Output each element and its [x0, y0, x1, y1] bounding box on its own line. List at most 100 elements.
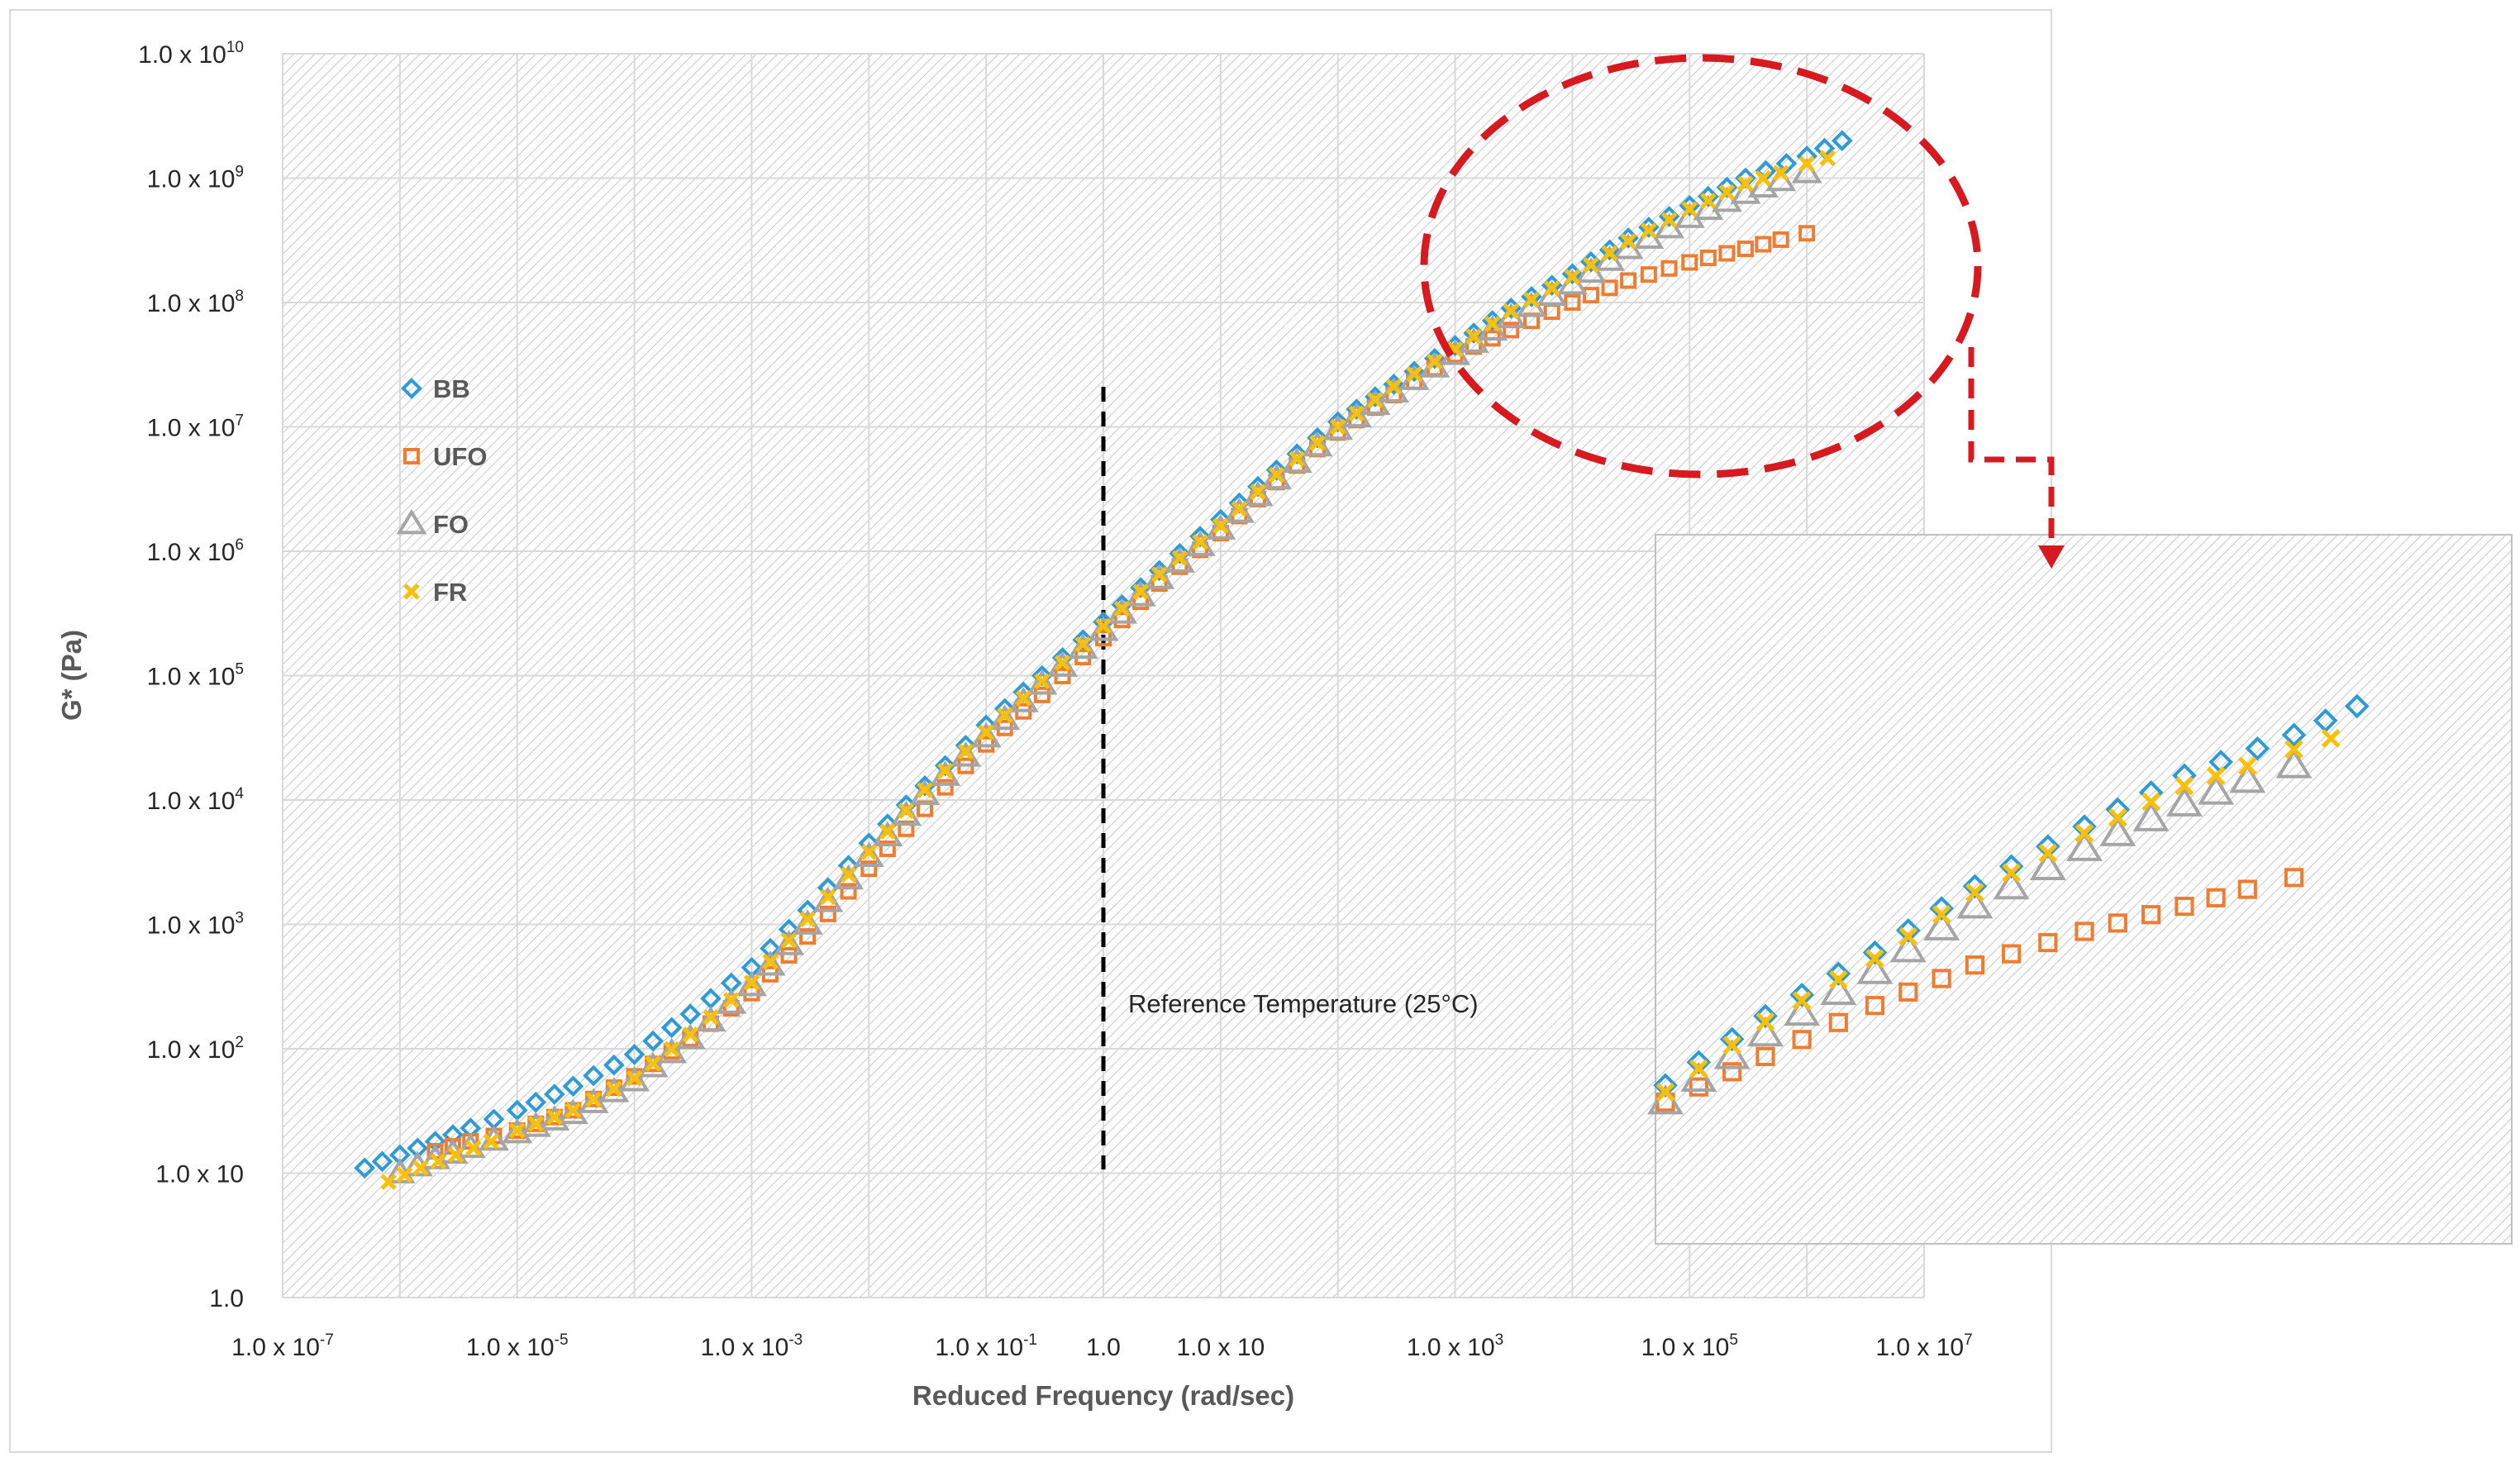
- legend-item-fo: FO: [396, 508, 469, 539]
- data-point: [371, 1150, 393, 1173]
- data-point: [1582, 287, 1599, 304]
- legend-item-bb: BB: [401, 374, 470, 403]
- data-point: [989, 704, 1021, 731]
- data-point: [2237, 756, 2257, 776]
- data-point: [1965, 883, 1984, 902]
- legend-label: UFO: [433, 442, 487, 471]
- data-point: [2141, 905, 2161, 925]
- data-point: [1716, 176, 1738, 198]
- data-point: [403, 448, 420, 464]
- data-point: [2344, 693, 2370, 719]
- data-point: [1113, 601, 1131, 617]
- data-point: [1601, 279, 1618, 297]
- data-point: [1699, 250, 1717, 267]
- data-point: [1329, 418, 1346, 436]
- data-point: [1171, 550, 1189, 567]
- data-point: [762, 953, 779, 970]
- data-point: [996, 707, 1013, 724]
- data-point: [1737, 175, 1754, 193]
- data-point: [1564, 269, 1581, 286]
- data-point: [819, 905, 836, 922]
- data-point: [1895, 917, 1921, 943]
- zoom-inset: [1655, 534, 2513, 1245]
- tick-label: 1.0 x 10-3: [701, 1331, 803, 1361]
- legend-item-fr: FR: [403, 578, 467, 607]
- callout-arrow: [1968, 347, 2055, 545]
- data-point: [483, 1133, 500, 1150]
- tick-label: 1.0 x 103: [1407, 1331, 1503, 1361]
- data-point: [525, 1091, 547, 1113]
- data-point: [1722, 1062, 1742, 1082]
- data-point: [1367, 392, 1384, 408]
- data-point: [2321, 729, 2341, 748]
- data-point: [2175, 776, 2194, 796]
- data-point: [1543, 280, 1560, 297]
- data-point: [2245, 736, 2270, 761]
- tick-label: 1.0 x 102: [147, 1034, 244, 1064]
- tick-label: 1.0 x 10-1: [935, 1331, 1037, 1361]
- data-point: [623, 1044, 645, 1065]
- data-point: [1205, 514, 1236, 540]
- data-point: [2075, 921, 2094, 941]
- data-point: [682, 1026, 699, 1043]
- data-point: [840, 866, 857, 883]
- tick-label: 1.0 x 105: [1641, 1331, 1738, 1361]
- data-point: [1718, 183, 1736, 201]
- data-point: [1792, 1030, 1812, 1050]
- data-point: [396, 508, 427, 535]
- data-point: [743, 974, 760, 991]
- data-point: [1784, 995, 1821, 1026]
- data-point: [1775, 153, 1798, 174]
- data-point: [909, 779, 941, 806]
- data-point: [1601, 245, 1618, 262]
- data-point: [2075, 824, 2094, 843]
- data-point: [645, 1055, 661, 1072]
- data-point: [950, 741, 981, 767]
- data-point: [833, 864, 865, 890]
- data-point: [1261, 464, 1293, 490]
- series-fo: [384, 158, 1822, 1183]
- data-point: [2108, 913, 2127, 933]
- data-point: [1286, 443, 1308, 465]
- data-point: [853, 841, 884, 868]
- data-point: [1832, 130, 1853, 152]
- tick-label: 1.0 x 10: [155, 1161, 244, 1188]
- data-point: [1681, 201, 1698, 218]
- data-point: [936, 779, 954, 796]
- data-point: [1289, 450, 1306, 468]
- data-point: [403, 583, 420, 600]
- zoom-inset-series: [1647, 693, 2370, 1115]
- data-point: [527, 1116, 545, 1132]
- callout-arrowhead: [2038, 545, 2065, 569]
- data-point: [879, 841, 896, 858]
- data-point: [716, 988, 747, 1014]
- data-point: [1250, 483, 1266, 501]
- tick-label: 1.0 x 108: [147, 288, 244, 317]
- data-point: [2029, 850, 2066, 881]
- data-point: [674, 1023, 706, 1050]
- data-point: [860, 860, 878, 878]
- data-point: [1856, 954, 1894, 984]
- data-point: [2108, 807, 2127, 827]
- data-series: [354, 130, 1853, 1190]
- data-point: [2206, 766, 2226, 786]
- data-point: [1302, 431, 1333, 457]
- data-point: [2206, 888, 2226, 907]
- data-point: [2229, 763, 2266, 793]
- data-point: [465, 1140, 482, 1157]
- data-point: [1798, 225, 1816, 242]
- data-point: [722, 992, 740, 1008]
- data-point: [970, 721, 1002, 748]
- data-point: [626, 1069, 643, 1087]
- data-point: [2002, 944, 2022, 964]
- data-point: [1932, 905, 1951, 924]
- data-point: [1503, 302, 1520, 320]
- data-point: [1755, 1046, 1775, 1067]
- data-point: [1993, 869, 2030, 900]
- tick-label: 1.0 x 107: [1875, 1331, 1972, 1361]
- data-point: [1341, 402, 1372, 428]
- data-point: [637, 1051, 669, 1078]
- data-point: [656, 1037, 688, 1064]
- data-point: [1689, 1059, 1708, 1079]
- tick-label: 1.0: [209, 1285, 244, 1312]
